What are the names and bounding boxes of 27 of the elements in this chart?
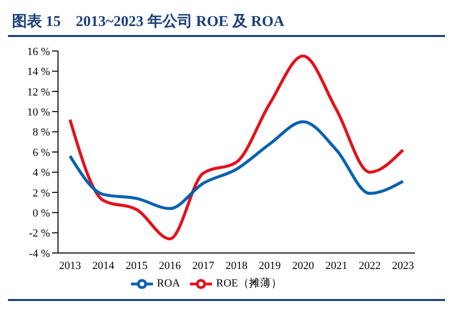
legend-label: ROE（摊薄） — [216, 278, 282, 290]
x-tick-label: 2016 — [158, 260, 182, 272]
y-tick-label: 8 % — [32, 126, 50, 139]
y-tick-label: 2 % — [32, 187, 50, 200]
x-tick-label: 2018 — [226, 260, 248, 272]
y-tick-label: 4 % — [32, 167, 50, 180]
y-tick-label: 0 % — [32, 208, 50, 220]
x-tick-label: 2019 — [258, 260, 282, 272]
x-tick-label: 2014 — [92, 260, 115, 272]
y-tick-label: 16 % — [27, 46, 50, 58]
x-tick-label: 2015 — [126, 260, 148, 272]
x-tick-label: 2013 — [59, 260, 82, 272]
y-tick-label: 12 % — [27, 86, 50, 98]
x-tick-label: 2023 — [392, 260, 414, 272]
x-tick-label: 2022 — [358, 260, 381, 272]
line-series — [68, 120, 404, 210]
x-tick-label: 2017 — [192, 260, 215, 272]
y-tick-label: -4 % — [28, 248, 50, 260]
chart-title: 图表 15 2013~2023 年公司 ROE 及 ROA — [8, 8, 445, 37]
y-tick-label: 6 % — [32, 146, 50, 159]
x-tick-label: 2021 — [325, 260, 348, 272]
y-tick-label: -2 % — [28, 228, 50, 240]
line-series — [68, 54, 404, 240]
legend-label: ROA — [156, 278, 180, 290]
y-tick-label: 10 % — [27, 106, 50, 119]
x-tick-label: 2020 — [292, 260, 315, 272]
y-tick-label: 14 % — [27, 66, 50, 78]
